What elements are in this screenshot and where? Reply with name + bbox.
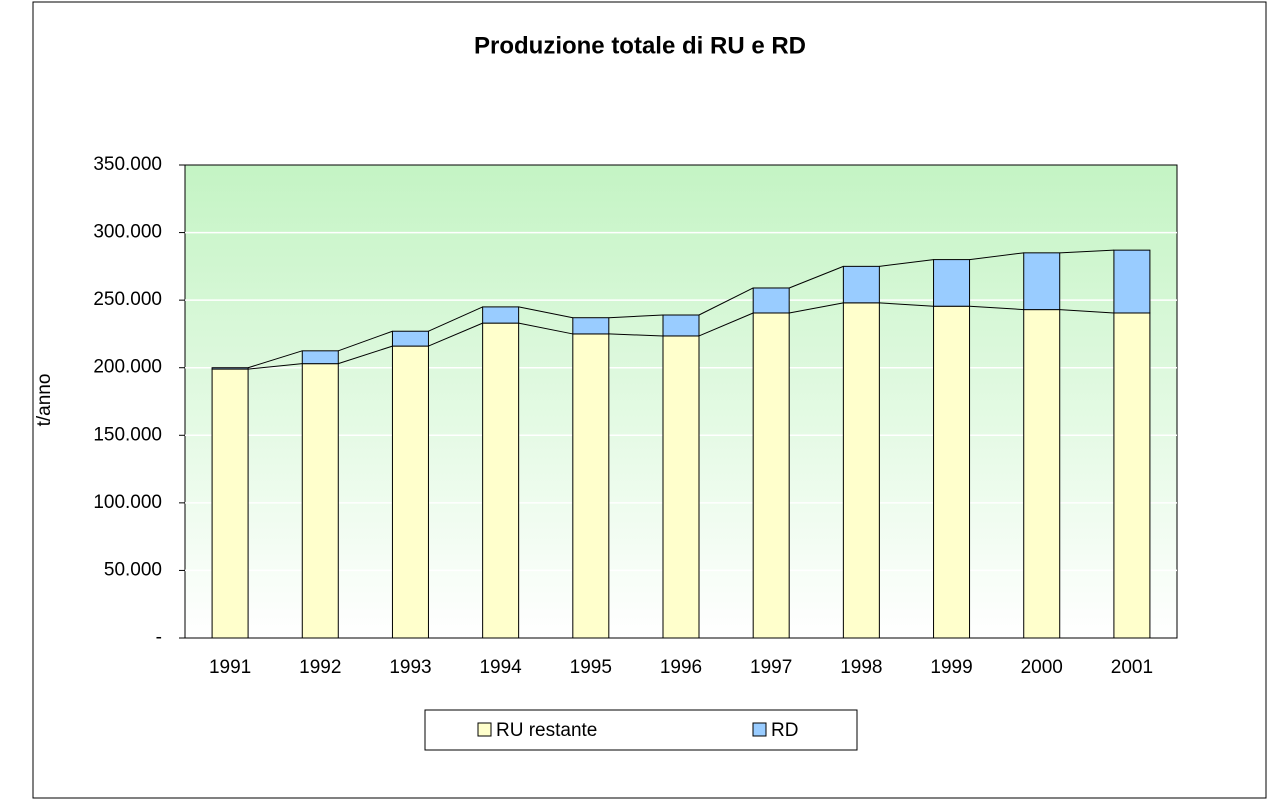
series-line bbox=[338, 345, 393, 365]
bar-segment bbox=[752, 287, 790, 314]
legend-label: RD bbox=[771, 720, 798, 741]
y-tick-label: 50.000 bbox=[104, 559, 162, 580]
series-line bbox=[428, 306, 483, 332]
legend-label: RU restante bbox=[496, 720, 597, 741]
bar-segment bbox=[1113, 249, 1151, 314]
series-line bbox=[969, 252, 1024, 261]
bar-segment bbox=[842, 265, 880, 304]
bar-segment bbox=[211, 367, 249, 370]
series-line bbox=[247, 350, 303, 369]
x-tick-label: 1992 bbox=[299, 657, 341, 678]
x-tick-label: 1996 bbox=[660, 657, 702, 678]
x-tick-label: 2001 bbox=[1111, 657, 1153, 678]
series-line bbox=[428, 322, 483, 347]
x-tick-label: 2000 bbox=[1021, 657, 1063, 678]
bar-segment bbox=[662, 314, 700, 337]
y-tick-label: 300.000 bbox=[93, 222, 162, 243]
series-line bbox=[248, 363, 303, 370]
series-line bbox=[969, 305, 1024, 311]
bar-segment bbox=[572, 317, 610, 335]
series-line bbox=[698, 287, 754, 316]
bar-segment bbox=[1113, 312, 1151, 639]
x-tick-label: 1997 bbox=[750, 657, 792, 678]
x-tick-label: 1998 bbox=[840, 657, 882, 678]
series-line bbox=[608, 314, 664, 319]
legend-swatch bbox=[752, 722, 767, 737]
bar-segment bbox=[211, 368, 249, 639]
x-tick-label: 1995 bbox=[570, 657, 612, 678]
y-tick-label: 150.000 bbox=[93, 424, 162, 445]
bar-segment bbox=[301, 350, 339, 365]
y-tick-label: 100.000 bbox=[93, 492, 162, 513]
series-line bbox=[879, 259, 934, 267]
series-line bbox=[788, 265, 844, 289]
series-line bbox=[698, 312, 754, 337]
series-line bbox=[518, 322, 573, 335]
series-line bbox=[608, 333, 664, 337]
bar-segment bbox=[482, 306, 520, 324]
y-tick-label: 250.000 bbox=[93, 289, 162, 310]
series-line bbox=[789, 302, 844, 314]
bar-segment bbox=[301, 363, 339, 639]
chart-title: Produzione totale di RU e RD bbox=[474, 32, 806, 59]
bar-segment bbox=[572, 333, 610, 639]
bar-segment bbox=[391, 345, 429, 639]
x-tick-label: 1994 bbox=[479, 657, 522, 678]
legend-swatch bbox=[477, 722, 492, 737]
bar-segment bbox=[662, 335, 700, 639]
bar-segment bbox=[752, 312, 790, 639]
bar-segment bbox=[391, 330, 429, 347]
bar-segment bbox=[842, 302, 880, 639]
bar-segment bbox=[933, 259, 971, 307]
y-tick-label: - bbox=[156, 627, 162, 648]
series-line bbox=[1059, 309, 1114, 314]
bar-segment bbox=[482, 322, 520, 639]
legend-box bbox=[424, 709, 858, 751]
bar-segment bbox=[1023, 309, 1061, 639]
y-tick-label: 200.000 bbox=[93, 357, 162, 378]
bar-segment bbox=[933, 305, 971, 639]
series-line bbox=[879, 302, 934, 307]
bar-segment bbox=[1023, 252, 1061, 311]
x-tick-label: 1993 bbox=[389, 657, 431, 678]
series-line bbox=[518, 306, 573, 319]
series-line bbox=[1059, 249, 1114, 254]
y-tick-label: 350.000 bbox=[93, 154, 162, 175]
x-tick-label: 1991 bbox=[209, 657, 251, 678]
x-tick-label: 1999 bbox=[930, 657, 972, 678]
series-line bbox=[338, 330, 393, 352]
y-axis-label: t/anno bbox=[34, 374, 55, 427]
